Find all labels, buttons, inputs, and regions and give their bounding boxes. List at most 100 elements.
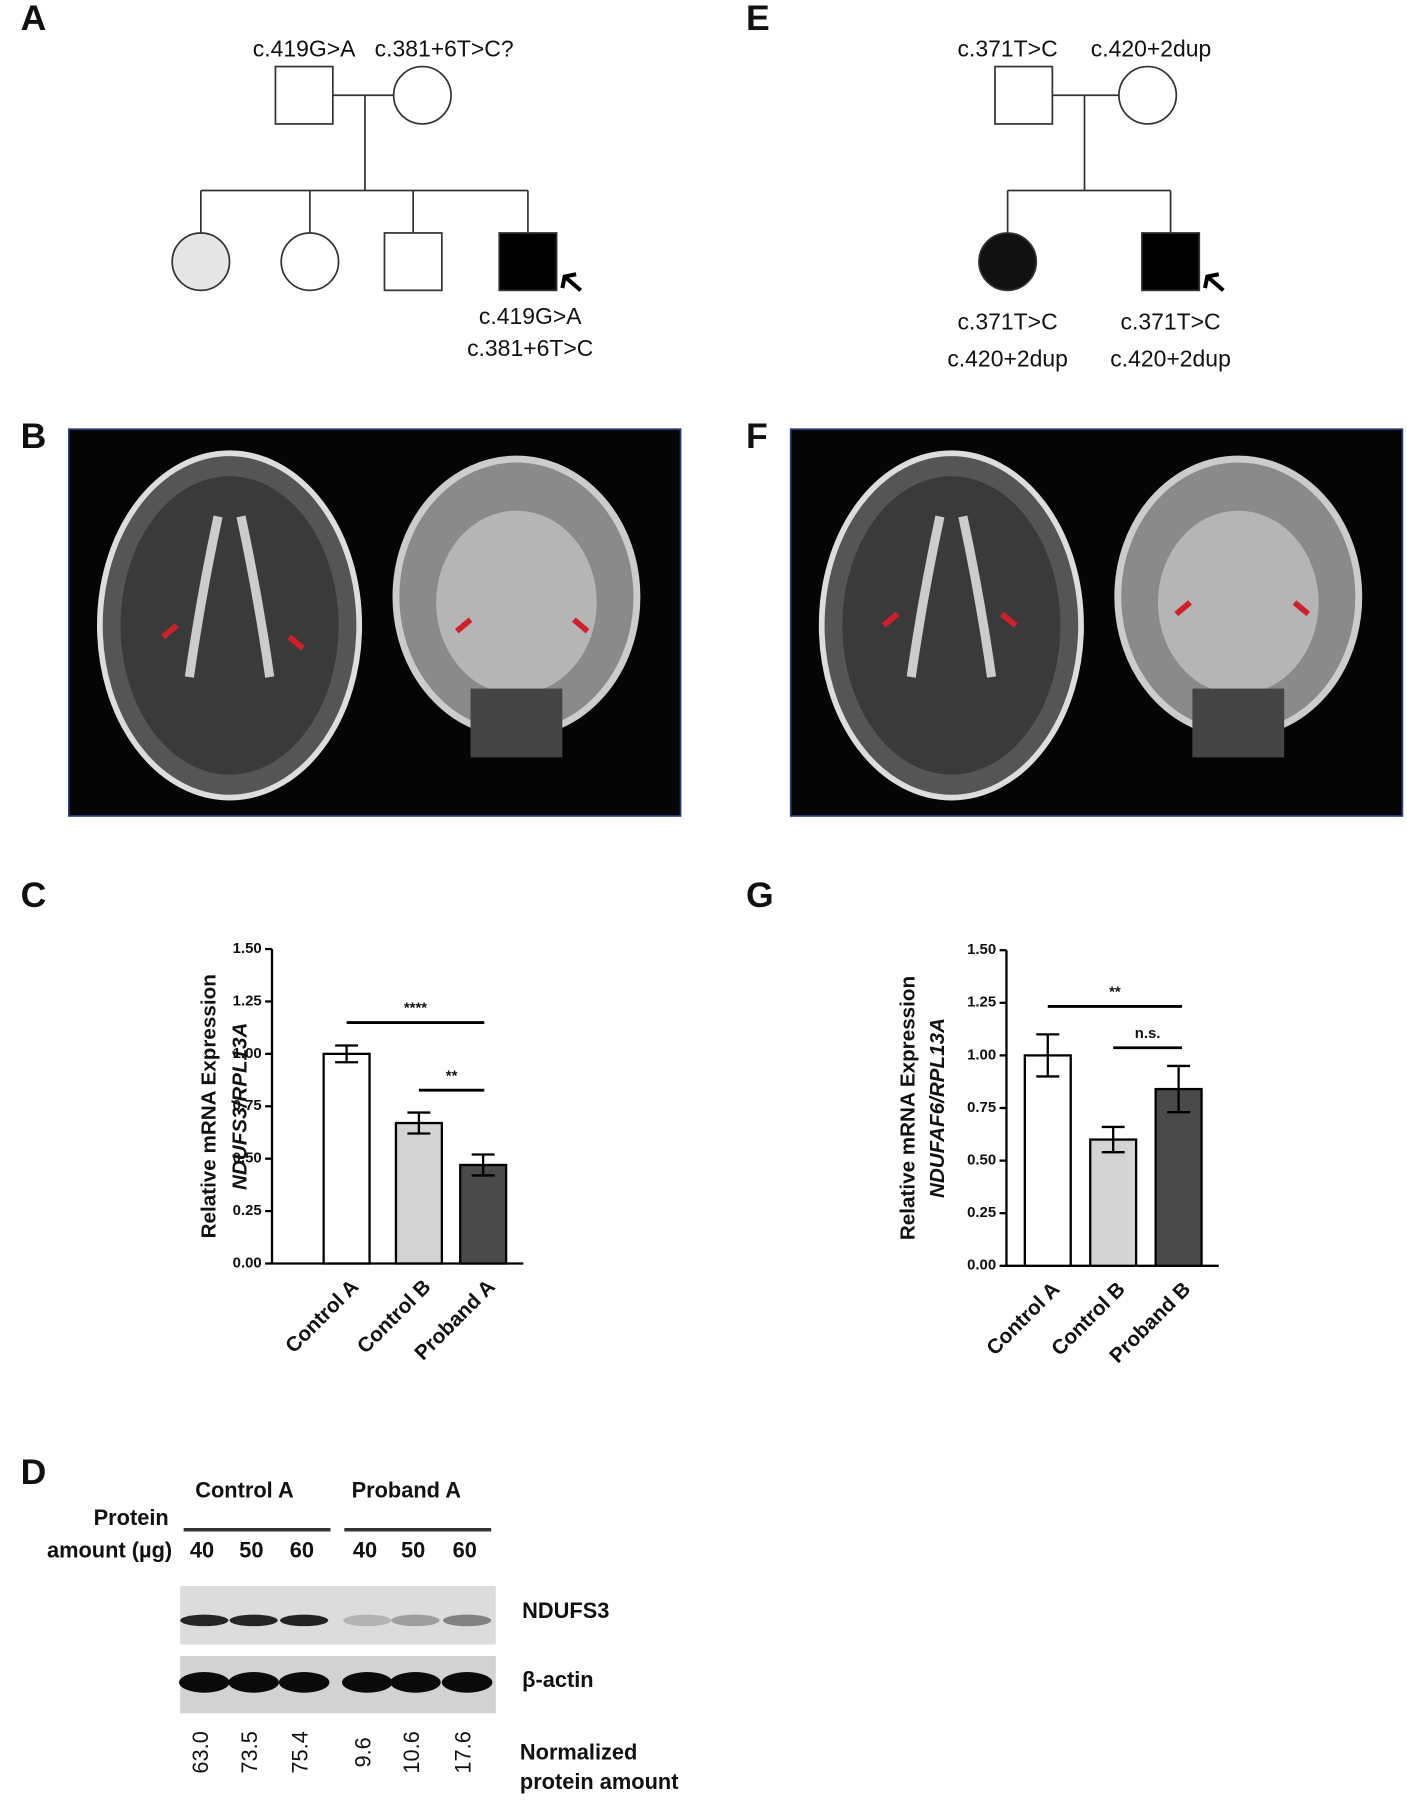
red-arrow — [1174, 600, 1192, 617]
label: Proband A — [352, 1478, 462, 1503]
y-tick-label: 0.75 — [233, 1098, 262, 1114]
significance-label: ** — [446, 1068, 458, 1084]
band — [280, 1614, 329, 1627]
band — [343, 1614, 392, 1627]
band — [342, 1672, 393, 1693]
label: Protein — [94, 1505, 169, 1530]
band — [229, 1614, 278, 1627]
male — [1141, 232, 1201, 292]
normalized-value: 63.0 — [188, 1731, 213, 1773]
y-tick-label: 1.00 — [233, 1046, 262, 1062]
female — [280, 232, 340, 292]
band — [390, 1672, 441, 1693]
y-tick-label: 1.50 — [967, 942, 996, 958]
brainstem — [1192, 688, 1285, 758]
y-axis-label: NDUFS3/RPL13A — [228, 1023, 251, 1190]
axial-inner — [120, 476, 339, 775]
blot — [180, 1585, 496, 1645]
band — [179, 1672, 230, 1693]
bar — [459, 1163, 508, 1265]
label: 50 — [239, 1537, 263, 1562]
panel-letter: C — [21, 875, 47, 915]
label: c.381+6T>C? — [375, 36, 514, 62]
y-tick-label: 0.50 — [233, 1151, 262, 1167]
bar — [1023, 1054, 1072, 1267]
y-tick-label: 0.25 — [233, 1203, 262, 1219]
coronal-inner — [436, 510, 597, 695]
band — [228, 1672, 279, 1693]
y-tick-label: 1.50 — [233, 941, 262, 957]
significance-label: n.s. — [1135, 1026, 1161, 1042]
panel-letter: E — [746, 0, 770, 38]
female — [978, 232, 1038, 292]
band — [391, 1614, 440, 1627]
band — [442, 1614, 492, 1627]
axial-inner — [842, 476, 1061, 775]
ventricles — [906, 515, 997, 678]
red-arrow — [1000, 611, 1018, 628]
female — [392, 65, 452, 125]
normalized-value: 75.4 — [288, 1731, 313, 1773]
y-tick-label: 0.00 — [233, 1255, 262, 1271]
label: c.371T>C — [1121, 309, 1221, 335]
red-arrow — [1292, 600, 1311, 617]
label: c.420+2dup — [1110, 345, 1231, 371]
bar — [394, 1121, 443, 1265]
y-tick-label: 0.25 — [967, 1205, 996, 1221]
panel-letter: B — [21, 416, 47, 456]
label: β-actin — [522, 1667, 593, 1692]
bar — [1154, 1087, 1203, 1267]
band — [278, 1672, 330, 1693]
label: amount (µg) — [47, 1537, 172, 1562]
red-arrow — [571, 617, 590, 634]
label: c.419G>A — [253, 36, 356, 62]
label: 40 — [190, 1537, 214, 1562]
label: c.381+6T>C — [467, 335, 593, 361]
label: c.420+2dup — [947, 345, 1068, 371]
y-axis-label: Relative mRNA Expression — [896, 976, 919, 1240]
y-tick-label: 0.00 — [967, 1258, 996, 1274]
normalized-value: 17.6 — [451, 1731, 476, 1773]
bar — [1089, 1138, 1138, 1267]
bar — [322, 1052, 371, 1265]
ventricles — [184, 515, 275, 678]
band — [441, 1672, 493, 1693]
red-arrow — [881, 611, 900, 628]
female — [171, 232, 231, 292]
panel-letter: D — [21, 1452, 47, 1492]
proband-arrow — [1203, 272, 1225, 292]
proband-arrow — [560, 272, 583, 292]
y-tick-label: 0.75 — [967, 1100, 996, 1116]
label: 60 — [453, 1537, 477, 1562]
panel-letter: A — [21, 0, 47, 38]
label: 60 — [290, 1537, 314, 1562]
band — [180, 1614, 229, 1627]
male — [994, 65, 1054, 125]
label: 50 — [401, 1537, 425, 1562]
y-tick-label: 0.50 — [967, 1153, 996, 1169]
label: c.371T>C — [958, 36, 1058, 62]
brainstem — [470, 688, 563, 758]
label: c.419G>A — [479, 303, 582, 329]
red-arrow — [161, 623, 179, 640]
y-axis-label: NDUFAF6/RPL13A — [926, 1018, 949, 1198]
normalized-value: 73.5 — [237, 1731, 262, 1773]
y-axis-label: Relative mRNA Expression — [197, 974, 220, 1238]
male — [274, 65, 334, 125]
normalized-value: 10.6 — [399, 1731, 424, 1773]
red-arrow — [287, 634, 305, 651]
label: NDUFS3 — [522, 1598, 609, 1623]
label: protein amount — [520, 1769, 679, 1794]
male — [383, 232, 443, 292]
x-tick-label: Control A — [281, 1275, 363, 1357]
panel-letter: G — [746, 875, 774, 915]
significance-label: **** — [404, 1001, 427, 1017]
male — [498, 232, 558, 292]
significance-label: ** — [1109, 985, 1121, 1001]
panel-letter: F — [746, 416, 768, 456]
label: Control A — [195, 1478, 294, 1503]
y-tick-label: 1.00 — [967, 1047, 996, 1063]
normalized-value: 9.6 — [351, 1737, 376, 1767]
y-tick-label: 1.25 — [967, 995, 996, 1011]
